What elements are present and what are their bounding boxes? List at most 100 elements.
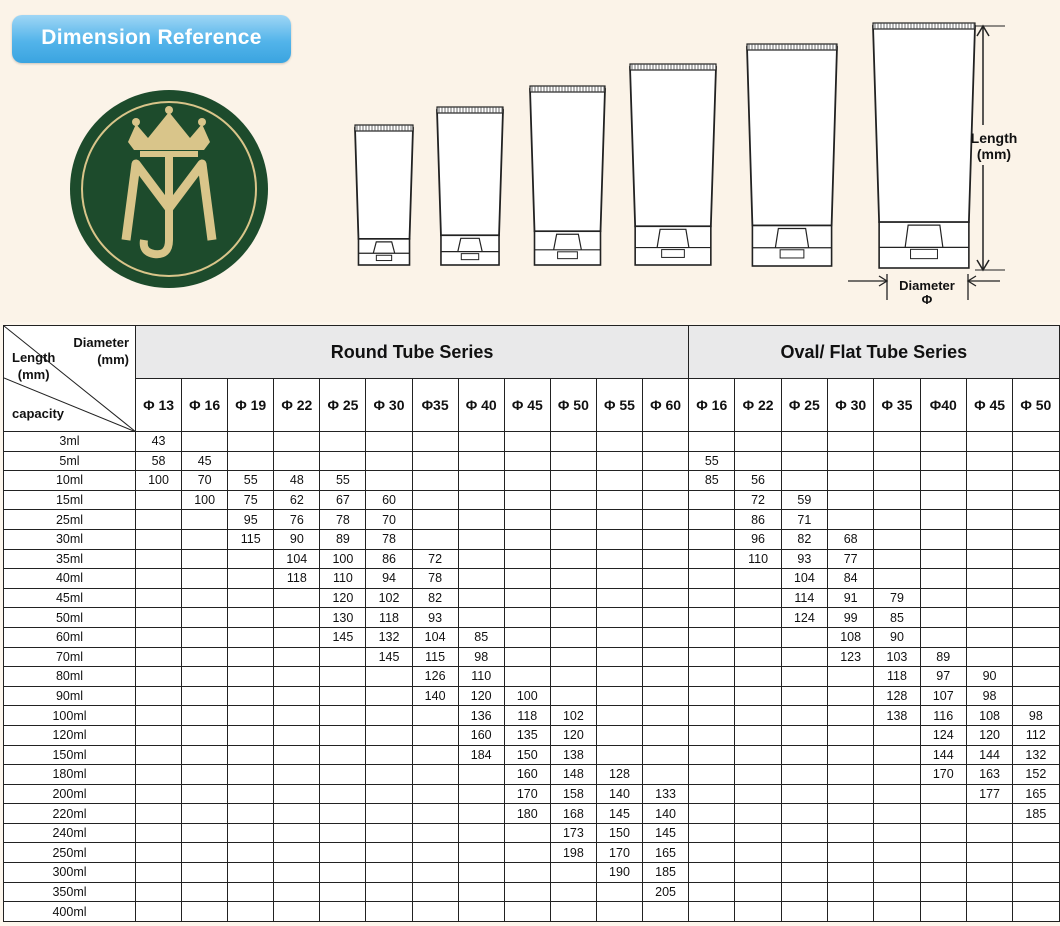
length-value-cell — [688, 509, 736, 530]
tube-icon — [629, 63, 717, 266]
table-row: 240ml 173 150 145 — [3, 822, 1060, 844]
length-value-cell — [319, 724, 367, 746]
length-value-cell — [503, 666, 551, 687]
length-value-cell — [365, 685, 413, 707]
length-value-cell — [827, 764, 875, 785]
length-value-cell — [319, 803, 367, 824]
length-value-cell — [642, 764, 690, 785]
length-value-cell: 85 — [457, 626, 505, 648]
table-row: 150ml 184 150 138 144 144 132 — [3, 744, 1060, 766]
badge-label: Dimension Reference — [41, 26, 262, 49]
length-value-cell — [965, 548, 1014, 570]
length-value-cell: 145 — [365, 646, 413, 668]
length-value-cell — [780, 783, 829, 805]
capacity-cell: 220ml — [3, 803, 136, 824]
length-value-cell — [919, 881, 967, 903]
length-value-cell — [642, 509, 690, 530]
length-value-cell — [965, 862, 1014, 883]
length-value-cell — [827, 803, 875, 824]
length-value-cell — [734, 587, 782, 609]
length-value-cell — [273, 881, 321, 903]
diameter-header-cell: Φ 55 — [595, 378, 644, 432]
table-row: 50ml 130 118 93 124 99 85 — [3, 607, 1060, 628]
length-value-cell — [319, 744, 367, 766]
length-value-cell — [919, 783, 967, 805]
length-value-cell — [827, 685, 875, 707]
length-value-cell — [181, 744, 229, 766]
length-value-cell — [827, 881, 875, 903]
length-value-cell — [319, 646, 367, 668]
diameter-header-cell: Φ 40 — [457, 378, 505, 432]
corner-capacity-label: capacity — [12, 406, 65, 421]
capacity-cell: 70ml — [3, 646, 136, 668]
length-value-cell — [273, 724, 321, 746]
length-value-cell: 132 — [1012, 744, 1060, 766]
length-value-cell — [919, 842, 967, 864]
length-value-cell: 170 — [595, 842, 644, 864]
length-value-cell — [873, 783, 921, 805]
length-value-cell — [134, 822, 183, 844]
length-value-cell — [780, 764, 829, 785]
length-value-cell — [503, 881, 551, 903]
table-row: 90ml 140 120 100 128 107 98 — [3, 685, 1060, 707]
tube-illustrations — [354, 22, 1005, 300]
length-value-cell — [411, 901, 459, 922]
length-value-cell — [457, 587, 505, 609]
length-value-cell: 70 — [365, 509, 413, 530]
length-value-cell: 108 — [827, 626, 875, 648]
length-value-cell — [873, 901, 921, 922]
table-row: 220ml 180 168 145 140 185 — [3, 803, 1060, 824]
length-value-cell — [503, 528, 551, 550]
length-value-cell — [642, 450, 690, 472]
length-value-cell — [503, 548, 551, 570]
length-value-cell: 184 — [457, 744, 505, 766]
length-value-cell — [549, 862, 597, 883]
diameter-header-cell: Φ 22 — [734, 378, 782, 432]
length-value-cell — [827, 431, 875, 452]
length-value-cell — [965, 568, 1014, 589]
length-value-cell — [734, 431, 782, 452]
length-value-cell — [273, 607, 321, 628]
length-value-cell — [642, 431, 690, 452]
length-value-cell: 48 — [273, 470, 321, 491]
length-value-cell — [595, 568, 644, 589]
length-value-cell — [688, 646, 736, 668]
length-value-cell — [227, 842, 275, 864]
length-value-cell — [919, 470, 967, 491]
length-value-cell — [273, 646, 321, 668]
length-value-cell — [549, 587, 597, 609]
length-value-cell: 94 — [365, 568, 413, 589]
length-value-cell: 170 — [503, 783, 551, 805]
length-value-cell: 198 — [549, 842, 597, 864]
length-value-cell: 165 — [1012, 783, 1060, 805]
diameter-arrow-icon — [848, 274, 1000, 300]
length-value-cell — [181, 685, 229, 707]
table-row: 180ml 160 148 128 170 163 152 — [3, 764, 1060, 785]
length-value-cell — [134, 764, 183, 785]
capacity-cell: 45ml — [3, 587, 136, 609]
diameter-header-cell: Φ40 — [919, 378, 967, 432]
length-value-cell: 104 — [411, 626, 459, 648]
length-label: Length (mm) — [970, 130, 1018, 162]
capacity-cell: 150ml — [3, 744, 136, 766]
length-value-cell — [411, 862, 459, 883]
length-value-cell — [595, 587, 644, 609]
length-value-cell — [873, 724, 921, 746]
length-value-cell — [457, 901, 505, 922]
length-value-cell — [642, 607, 690, 628]
length-value-cell — [873, 822, 921, 844]
length-value-cell — [1012, 646, 1060, 668]
length-value-cell: 79 — [873, 587, 921, 609]
length-value-cell: 165 — [642, 842, 690, 864]
length-value-cell — [549, 666, 597, 687]
length-value-cell — [273, 842, 321, 864]
length-value-cell — [457, 862, 505, 883]
length-value-cell — [319, 764, 367, 785]
length-value-cell — [919, 587, 967, 609]
diameter-header-cell: Φ 25 — [780, 378, 829, 432]
length-value-cell — [457, 568, 505, 589]
length-value-cell: 86 — [734, 509, 782, 530]
diameter-header-cell: Φ 50 — [549, 378, 597, 432]
length-value-cell: 133 — [642, 783, 690, 805]
length-value-cell — [965, 528, 1014, 550]
